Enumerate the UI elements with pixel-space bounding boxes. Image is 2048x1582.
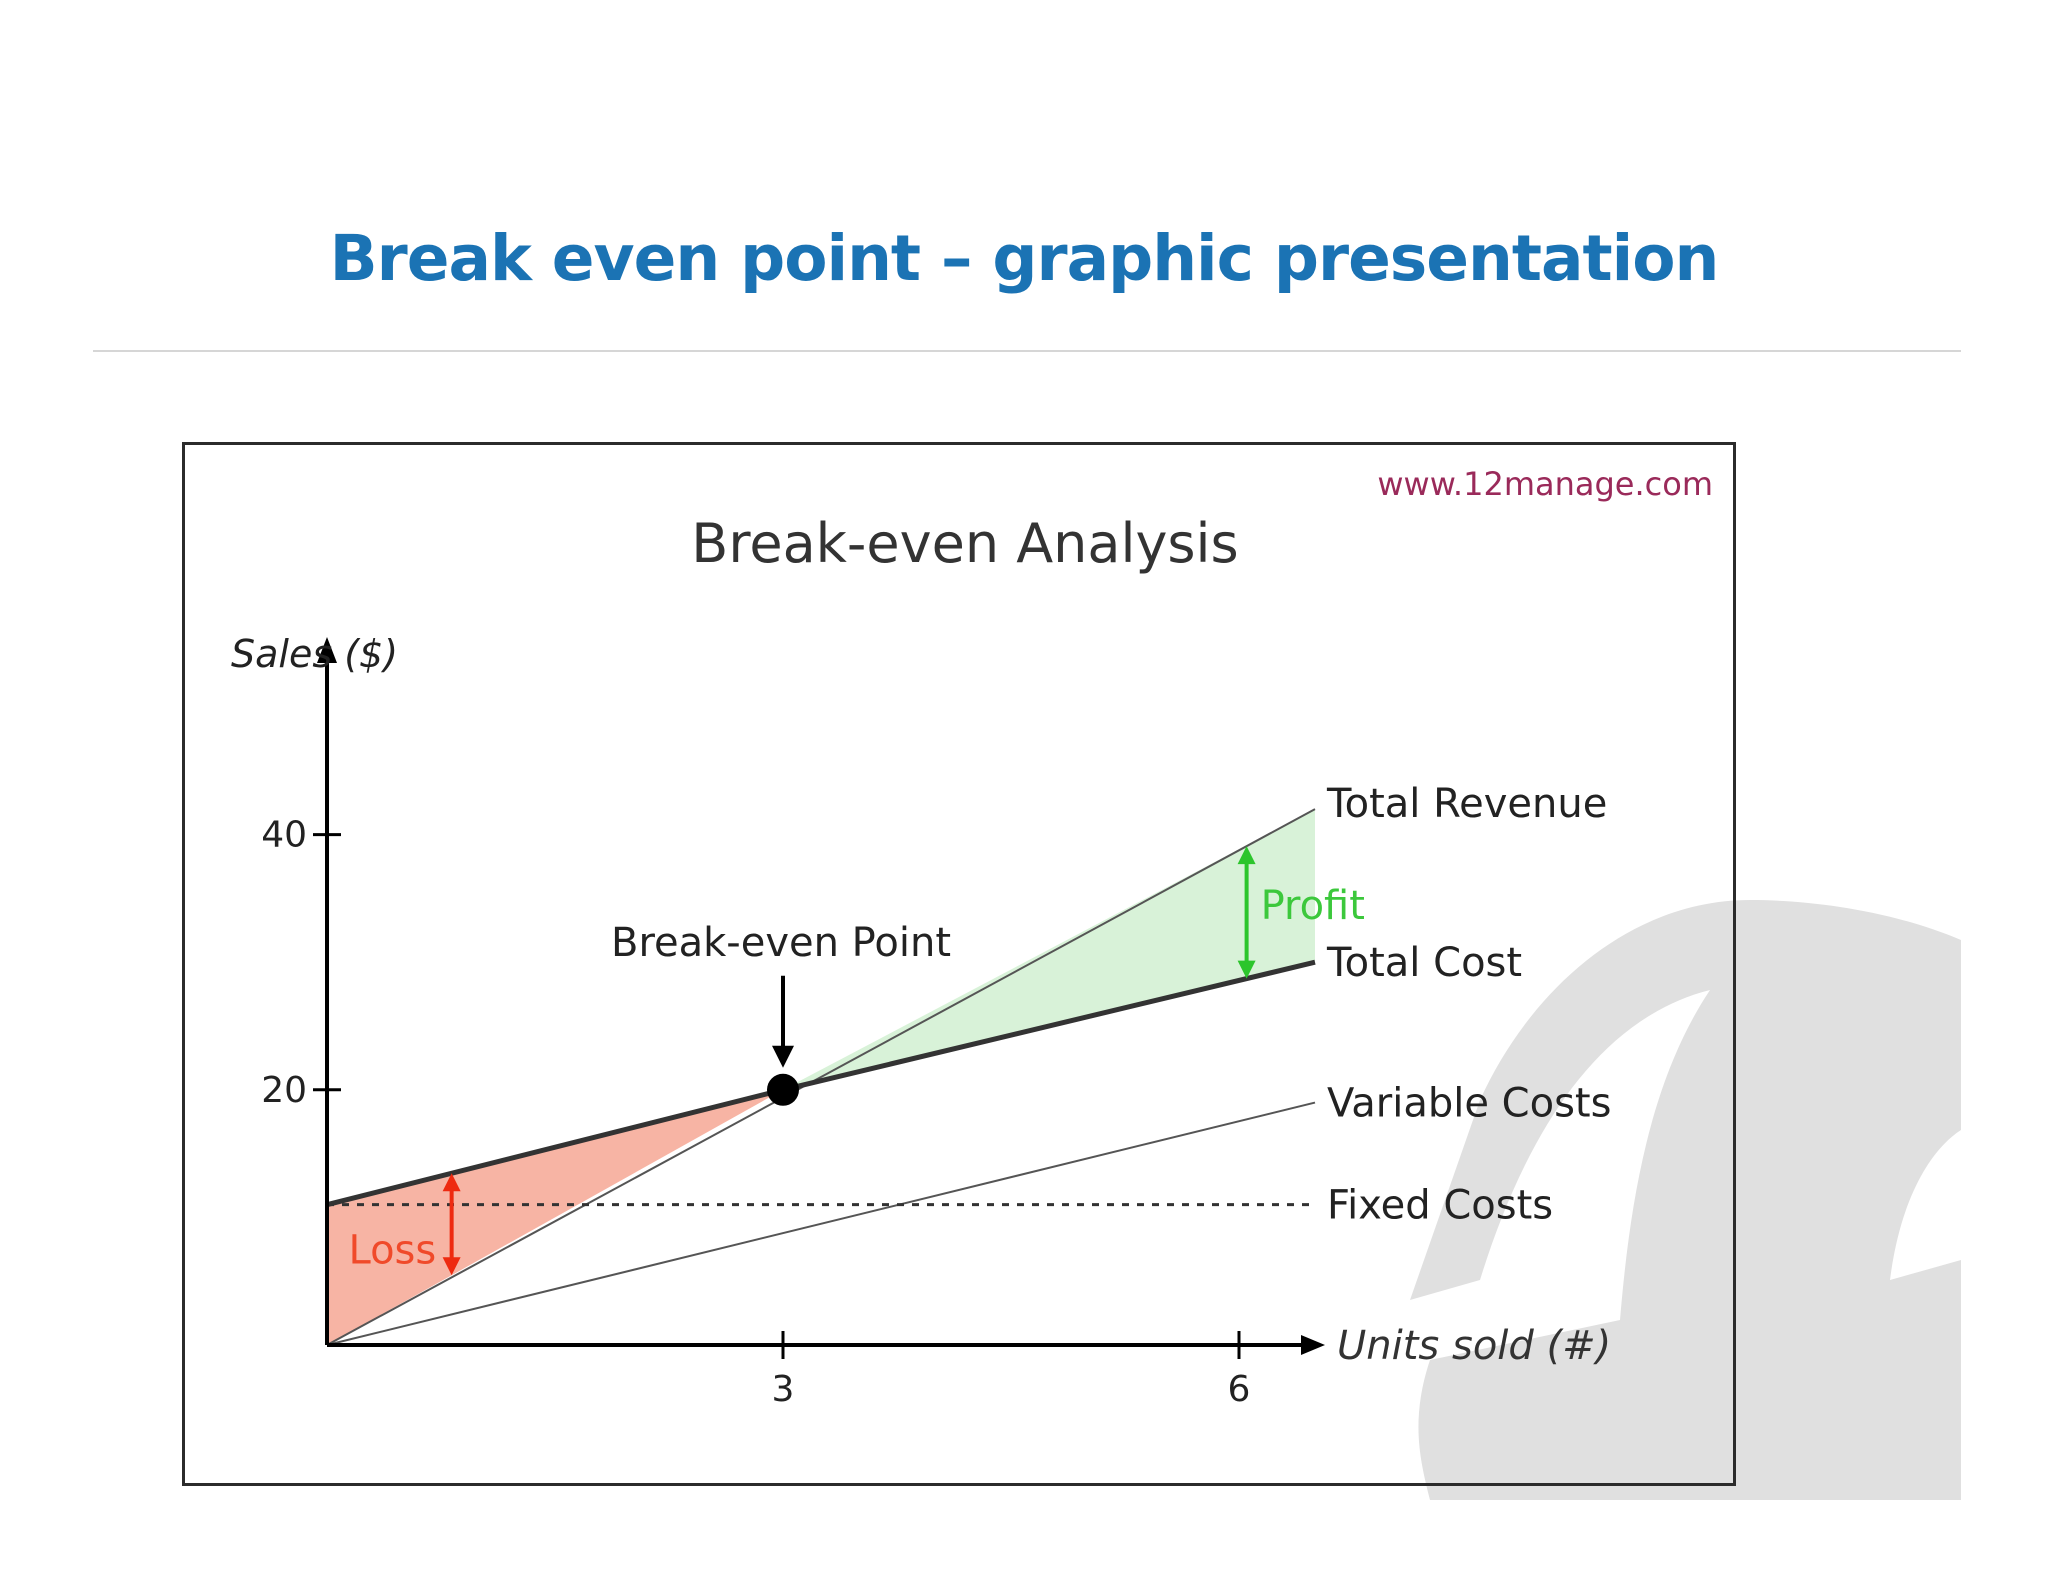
profit-arrow-down-icon xyxy=(1237,960,1256,979)
chart-title: Break-even Analysis xyxy=(691,512,1238,575)
profit-arrow-up-icon xyxy=(1237,846,1256,865)
y-axis-label: Sales ($) xyxy=(231,632,398,676)
total-revenue-label: Total Revenue xyxy=(1326,781,1607,827)
loss-arrow-down-icon xyxy=(442,1257,461,1276)
profit-label: Profit xyxy=(1261,883,1365,929)
loss-arrow-up-icon xyxy=(442,1173,461,1192)
break-even-arrow-icon xyxy=(772,1045,794,1068)
slide-title: Break even point – graphic presentation xyxy=(329,222,1720,295)
annotations-layer xyxy=(442,846,1256,1276)
variable-costs-label: Variable Costs xyxy=(1327,1081,1611,1127)
title-divider xyxy=(93,350,1961,352)
axes-layer xyxy=(313,637,1325,1359)
total-revenue-line xyxy=(326,808,1316,1346)
loss-label: Loss xyxy=(348,1227,436,1273)
total-cost-line xyxy=(326,959,1316,1208)
x-axis-label: Units sold (#) xyxy=(1337,1323,1611,1369)
total-cost-label: Total Cost xyxy=(1326,940,1522,986)
text-layer: 20 40 3 6 www.12manage.com Break-even Analysi… xyxy=(231,465,1713,1410)
profit-region xyxy=(783,809,1315,1090)
chart-frame: 20 40 3 6 www.12manage.com Break-even Analysi… xyxy=(182,442,1736,1486)
lines-layer xyxy=(326,808,1316,1346)
y-tick-label: 40 xyxy=(261,815,307,856)
break-even-point-label: Break-even Point xyxy=(611,920,951,966)
y-axis-arrow-icon xyxy=(317,637,337,663)
y-tick-label: 20 xyxy=(261,1070,307,1111)
variable-costs-line xyxy=(326,1101,1316,1346)
x-tick-label: 3 xyxy=(772,1369,795,1410)
x-axis-arrow-icon xyxy=(1301,1335,1325,1355)
source-credit: www.12manage.com xyxy=(1377,465,1713,503)
break-even-point-marker xyxy=(767,1073,799,1106)
break-even-chart: 20 40 3 6 www.12manage.com Break-even Analysi… xyxy=(231,465,1713,1410)
x-tick-label: 6 xyxy=(1228,1369,1251,1410)
watermark-logo-icon xyxy=(1410,900,1961,1500)
fixed-costs-label: Fixed Costs xyxy=(1327,1183,1553,1229)
loss-region xyxy=(327,1089,783,1345)
